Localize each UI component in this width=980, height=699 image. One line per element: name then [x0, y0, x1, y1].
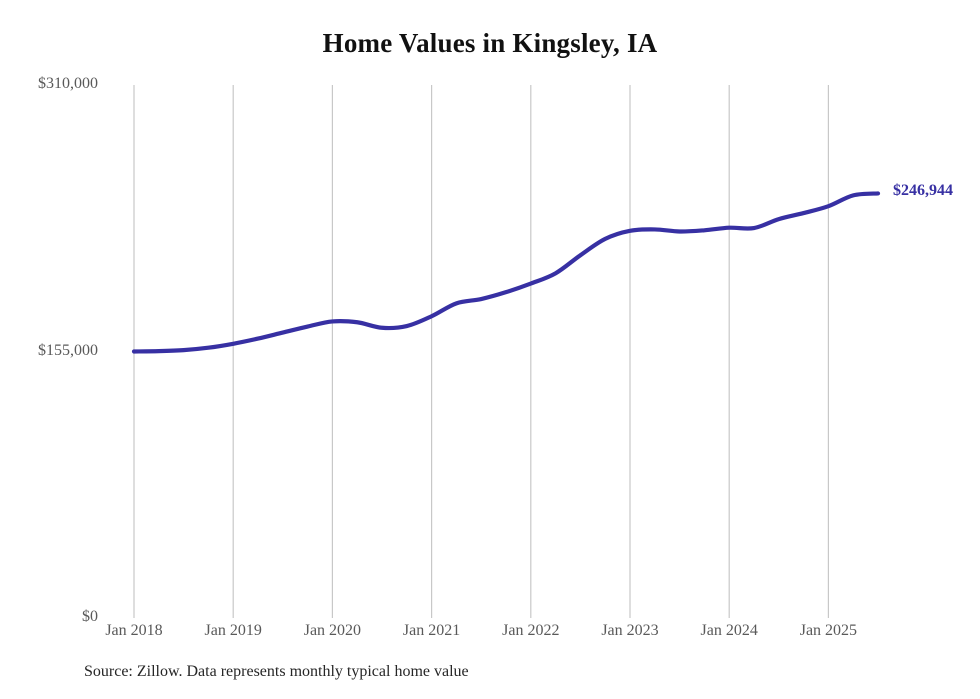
source-note: Source: Zillow. Data represents monthly …	[84, 663, 469, 680]
y-axis-tick-label: $0	[82, 608, 98, 625]
x-axis-tick-label: Jan 2024	[700, 622, 758, 639]
x-axis-tick-label: Jan 2025	[799, 622, 858, 639]
x-axis-tick-label: Jan 2022	[502, 622, 560, 639]
home-value-line	[131, 191, 881, 354]
y-axis-tick-label: $155,000	[38, 341, 98, 359]
x-axis-tick-label: Jan 2018	[105, 622, 163, 639]
gridlines	[133, 85, 830, 618]
end-value-annotation: $246,944	[893, 182, 953, 200]
chart-title: Home Values in Kingsley, IA	[322, 28, 658, 58]
y-axis-tick-label: $310,000	[38, 75, 98, 92]
x-axis-tick-label: Jan 2019	[204, 622, 262, 639]
x-axis-tick-label: Jan 2020	[303, 622, 362, 639]
x-axis-tick-label: Jan 2021	[402, 622, 461, 639]
x-axis-tick-label: Jan 2023	[601, 622, 659, 639]
